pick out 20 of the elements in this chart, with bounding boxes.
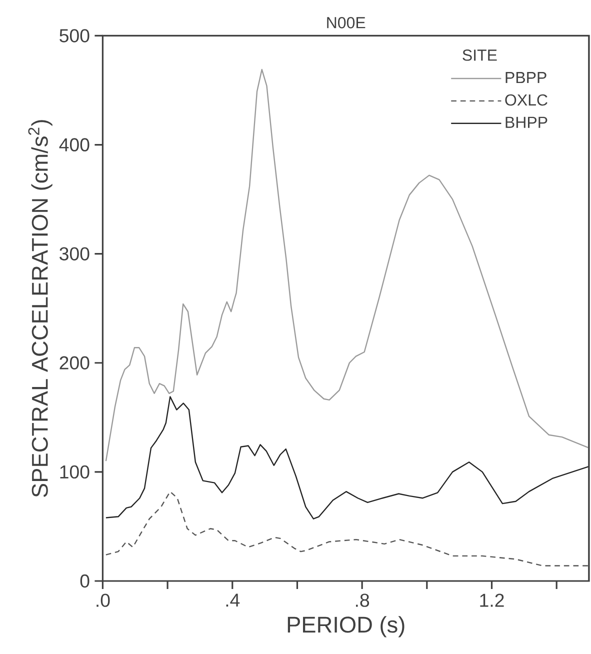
line-series xyxy=(105,68,590,462)
line-series xyxy=(105,396,590,520)
y-tick-label: 400 xyxy=(59,138,90,152)
x-axis-title: PERIOD (s) xyxy=(288,616,404,638)
y-tick-label: 0 xyxy=(80,574,90,588)
line-series xyxy=(105,490,590,566)
legend-label: OXLC xyxy=(505,94,548,106)
x-tick-label: .0 xyxy=(96,594,110,607)
x-tick-label: .4 xyxy=(226,594,240,607)
y-tick-label: 100 xyxy=(60,465,90,479)
legend-label: PBPP xyxy=(506,72,546,84)
x-tick-label: 1.2 xyxy=(480,594,504,607)
y-tick-label: 200 xyxy=(60,356,90,370)
legend-title: SITE xyxy=(462,50,497,61)
y-tick-label: 500 xyxy=(60,29,90,42)
y-axis-title: SPECTRAL ACCELERATION (cm/s$^{2}$) xyxy=(28,120,52,497)
x-tick-label: .8 xyxy=(356,594,370,607)
y-tick-label: 300 xyxy=(60,247,90,260)
legend-label: BHPP xyxy=(506,116,548,128)
chart-title: N00E xyxy=(327,17,366,28)
